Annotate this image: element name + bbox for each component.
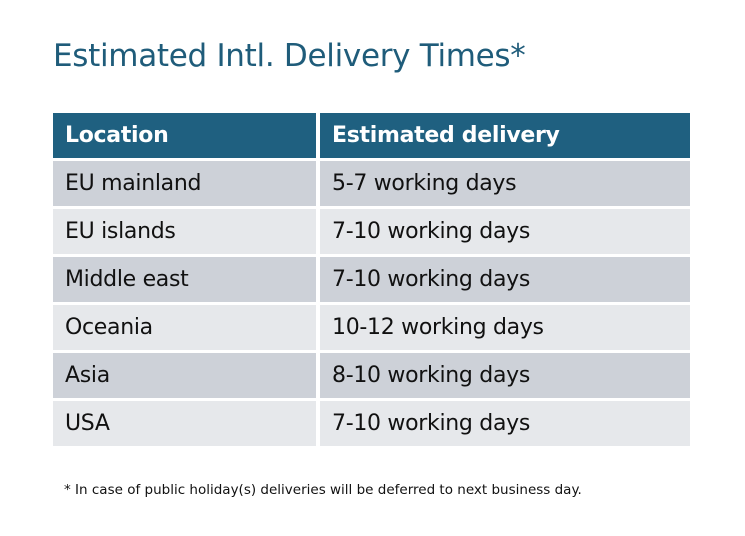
header-location: Location <box>53 113 316 158</box>
delivery-cell: 8-10 working days <box>320 353 690 398</box>
table-row: EU mainland 5-7 working days <box>53 161 690 206</box>
location-cell: Oceania <box>53 305 316 350</box>
delivery-cell: 7-10 working days <box>320 401 690 446</box>
table-row: Oceania 10-12 working days <box>53 305 690 350</box>
footnote: * In case of public holiday(s) deliverie… <box>64 482 582 498</box>
delivery-table: Location Estimated delivery EU mainland … <box>53 113 690 449</box>
location-cell: USA <box>53 401 316 446</box>
header-estimated-delivery: Estimated delivery <box>320 113 690 158</box>
location-cell: Middle east <box>53 257 316 302</box>
table-row: EU islands 7-10 working days <box>53 209 690 254</box>
location-cell: EU islands <box>53 209 316 254</box>
table-row: Asia 8-10 working days <box>53 353 690 398</box>
location-cell: EU mainland <box>53 161 316 206</box>
table-row: USA 7-10 working days <box>53 401 690 446</box>
table-row: Middle east 7-10 working days <box>53 257 690 302</box>
delivery-cell: 10-12 working days <box>320 305 690 350</box>
page-title: Estimated Intl. Delivery Times* <box>53 38 526 74</box>
delivery-cell: 7-10 working days <box>320 209 690 254</box>
delivery-cell: 7-10 working days <box>320 257 690 302</box>
location-cell: Asia <box>53 353 316 398</box>
delivery-cell: 5-7 working days <box>320 161 690 206</box>
table-header-row: Location Estimated delivery <box>53 113 690 158</box>
